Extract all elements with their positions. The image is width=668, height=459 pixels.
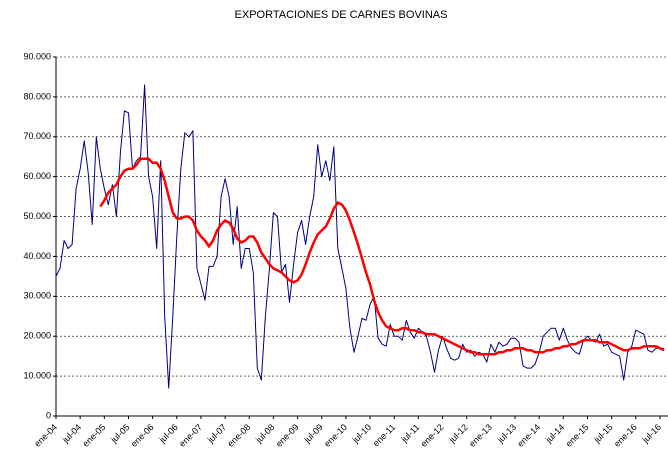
- x-tick-label: ene-06: [129, 422, 156, 449]
- x-tick-label: ene-16: [612, 422, 639, 449]
- x-tick-label: ene-10: [322, 422, 349, 449]
- y-tick-label: 70.000: [23, 131, 51, 141]
- y-tick-label: 60.000: [23, 171, 51, 181]
- x-tick-label: jul-16: [640, 422, 663, 445]
- y-tick-label: 0: [46, 410, 51, 420]
- x-tick-label: ene-09: [274, 422, 301, 449]
- y-tick-label: 30.000: [23, 291, 51, 301]
- x-tick-label: ene-12: [419, 422, 446, 449]
- x-tick-label: ene-15: [564, 422, 591, 449]
- y-tick-label: 20.000: [23, 331, 51, 341]
- y-tick-label: 40.000: [23, 251, 51, 261]
- y-tick-label: 50.000: [23, 211, 51, 221]
- y-tick-label: 90.000: [23, 51, 51, 61]
- x-tick-label: ene-08: [225, 422, 252, 449]
- y-tick-label: 10.000: [23, 370, 51, 380]
- x-tick-label: ene-14: [515, 422, 542, 449]
- series-line: [55, 84, 664, 389]
- chart-title: EXPORTACIONES DE CARNES BOVINAS: [235, 9, 448, 21]
- series-line: [99, 157, 665, 356]
- x-tick-label: ene-05: [81, 422, 108, 449]
- x-tick-label: ene-04: [32, 422, 59, 449]
- x-tick-label: jul-10: [350, 422, 373, 445]
- x-tick-label: ene-13: [467, 422, 494, 449]
- x-tick-label: ene-07: [177, 422, 204, 449]
- y-tick-label: 80.000: [23, 91, 51, 101]
- x-tick-label: ene-11: [371, 422, 397, 448]
